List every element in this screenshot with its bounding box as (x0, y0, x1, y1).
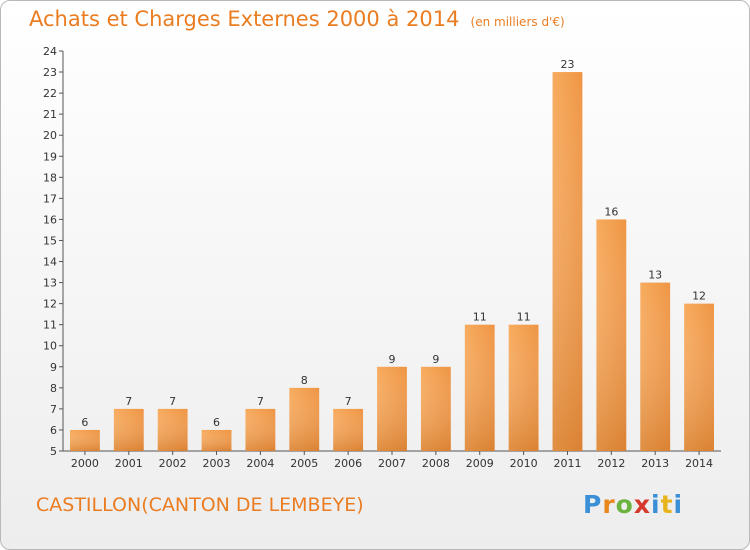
x-tick-label: 2001 (115, 457, 143, 470)
chart-subtitle: (en milliers d'€) (470, 15, 565, 29)
chart-title: Achats et Charges Externes 2000 à 2014 (29, 7, 460, 31)
bar-value-label: 9 (389, 353, 396, 366)
bar-shade (157, 408, 188, 451)
x-tick-label: 2009 (466, 457, 494, 470)
y-tick-label: 5 (50, 445, 57, 458)
x-tick-label: 2002 (159, 457, 187, 470)
bar-shade (377, 366, 407, 451)
bar-shade (333, 408, 364, 451)
bar-shade (289, 387, 320, 451)
bar-shade (508, 324, 539, 451)
y-tick-label: 21 (43, 108, 57, 121)
y-tick-label: 15 (43, 234, 57, 247)
y-tick-label: 20 (43, 129, 57, 142)
bar-shade (420, 366, 451, 451)
bar-value-label: 7 (257, 395, 264, 408)
bar-value-label: 6 (213, 416, 220, 429)
logo-letter: P (583, 490, 603, 519)
bars: 6 7 7 6 7 8 7 9 9 11 11 23 16 13 12 (70, 58, 714, 451)
axes: 5 6 7 8 9 10 11 12 13 14 15 16 17 18 19 20 21 22 23 24 2000 2… (43, 45, 721, 470)
bar-shade (596, 219, 627, 451)
y-tick-label: 7 (50, 403, 57, 416)
y-tick-label: 14 (43, 256, 57, 269)
bar-shade (245, 408, 276, 451)
bar-value-label: 13 (648, 269, 662, 282)
y-tick-label: 13 (43, 277, 57, 290)
bar-value-label: 11 (517, 311, 531, 324)
x-tick-label: 2014 (685, 457, 713, 470)
bar-shade (113, 408, 144, 451)
x-tick-label: 2011 (553, 457, 581, 470)
x-tick-label: 2010 (510, 457, 538, 470)
logo-letter: x (633, 490, 651, 519)
y-tick-label: 12 (43, 298, 57, 311)
chart-title-block: Achats et Charges Externes 2000 à 2014 (… (29, 7, 565, 31)
bar-value-label: 12 (692, 290, 706, 303)
y-tick-label: 11 (43, 319, 57, 332)
x-tick-label: 2006 (334, 457, 362, 470)
y-tick-label: 18 (43, 171, 57, 184)
y-tick-label: 22 (43, 87, 57, 100)
x-tick-label: 2012 (597, 457, 625, 470)
bar-value-label: 7 (169, 395, 176, 408)
bar-value-label: 16 (604, 205, 618, 218)
logo-letter: r (602, 490, 616, 519)
logo-letter: i (651, 490, 661, 519)
x-tick-label: 2004 (246, 457, 274, 470)
x-tick-label: 2005 (290, 457, 318, 470)
bar-shade (201, 429, 232, 451)
logo-letter: o (615, 490, 634, 519)
bar-shade (684, 303, 714, 451)
bar-value-label: 8 (301, 374, 308, 387)
y-tick-label: 10 (43, 340, 57, 353)
bar-value-label: 7 (125, 395, 132, 408)
bar-value-label: 11 (473, 311, 487, 324)
bar-value-label: 7 (345, 395, 352, 408)
x-tick-label: 2013 (641, 457, 669, 470)
y-tick-label: 17 (43, 192, 57, 205)
bar-value-label: 9 (432, 353, 439, 366)
x-tick-label: 2008 (422, 457, 450, 470)
bar-value-label: 23 (560, 58, 574, 71)
y-tick-label: 16 (43, 213, 57, 226)
logo-letter: i (673, 490, 684, 519)
x-tick-label: 2003 (203, 457, 231, 470)
y-tick-label: 23 (43, 66, 57, 79)
bar-value-label: 6 (81, 416, 88, 429)
y-tick-label: 6 (50, 424, 57, 437)
bar-shade (640, 282, 671, 451)
logo-letter: t (660, 490, 674, 519)
y-tick-label: 24 (43, 45, 57, 58)
y-tick-label: 19 (43, 150, 57, 163)
y-tick-label: 9 (50, 361, 57, 374)
proxiti-logo: Proxiti (583, 490, 683, 519)
y-tick-label: 8 (50, 382, 57, 395)
x-tick-label: 2000 (71, 457, 99, 470)
bar-shade (70, 429, 100, 451)
bar-shade (464, 324, 495, 451)
x-tick-label: 2007 (378, 457, 406, 470)
location-label: CASTILLON(CANTON DE LEMBEYE) (36, 494, 364, 516)
bar-shade (552, 72, 583, 451)
